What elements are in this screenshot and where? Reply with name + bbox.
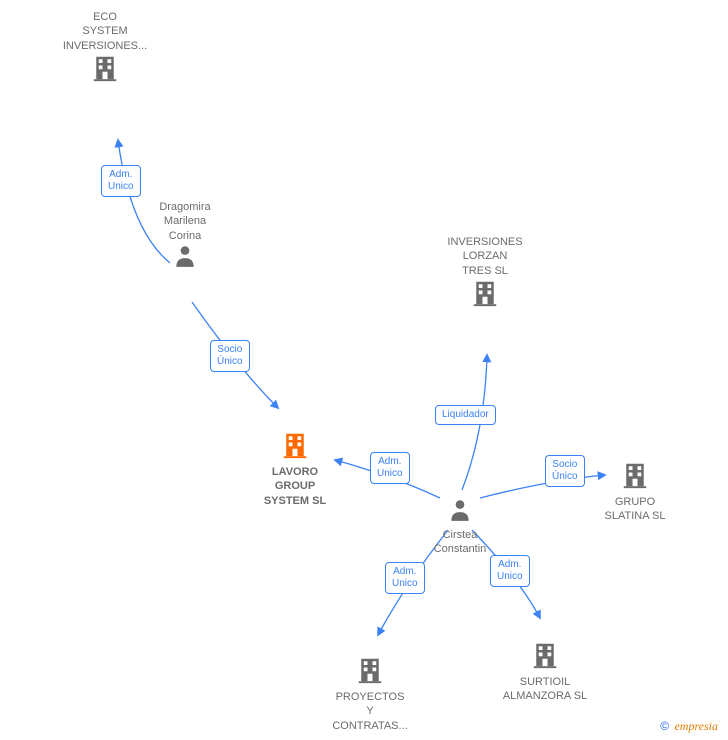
node-label: ECOSYSTEMINVERSIONES... [45,10,165,53]
edges-layer [0,0,728,740]
edge-label-dragomira-lavoro: SocioÚnico [210,340,250,372]
node-eco[interactable]: ECOSYSTEMINVERSIONES... [45,10,165,88]
edge-label-dragomira-eco: Adm.Unico [101,165,141,197]
brand-name: empresia [674,719,718,733]
footer-credit: © empresia [660,719,718,734]
building-icon [620,460,650,490]
building-icon [280,430,310,460]
edge-label-cirstea-proyectos: Adm.Unico [385,562,425,594]
building-icon [90,53,120,83]
building-icon [470,278,500,308]
node-label: SURTIOILALMANZORA SL [495,675,595,704]
node-inversiones[interactable]: INVERSIONESLORZANTRES SL [425,235,545,313]
edge-label-cirstea-lavoro: Adm.Unico [370,452,410,484]
network-diagram: ECOSYSTEMINVERSIONES... DragomiraMarilen… [0,0,728,740]
node-label: DragomiraMarilenaCorina [135,200,235,243]
person-icon [172,243,198,269]
node-cirstea[interactable]: CirsteaConstantin [410,497,510,557]
node-label: INVERSIONESLORZANTRES SL [425,235,545,278]
copyright-symbol: © [660,719,669,733]
edge-label-cirstea-inversiones: Liquidador [435,405,496,425]
edge-label-cirstea-surtioil: Adm.Unico [490,555,530,587]
node-grupo[interactable]: GRUPOSLATINA SL [585,460,685,524]
person-icon [447,497,473,523]
node-label: GRUPOSLATINA SL [585,495,685,524]
node-label: PROYECTOSYCONTRATAS... [320,690,420,733]
node-proyectos[interactable]: PROYECTOSYCONTRATAS... [320,655,420,733]
node-lavoro[interactable]: LAVOROGROUPSYSTEM SL [245,430,345,508]
edge-label-cirstea-grupo: SocioÚnico [545,455,585,487]
building-icon [355,655,385,685]
node-dragomira[interactable]: DragomiraMarilenaCorina [135,200,235,274]
node-surtioil[interactable]: SURTIOILALMANZORA SL [495,640,595,704]
building-icon [530,640,560,670]
node-label: LAVOROGROUPSYSTEM SL [245,465,345,508]
node-label: CirsteaConstantin [410,528,510,557]
